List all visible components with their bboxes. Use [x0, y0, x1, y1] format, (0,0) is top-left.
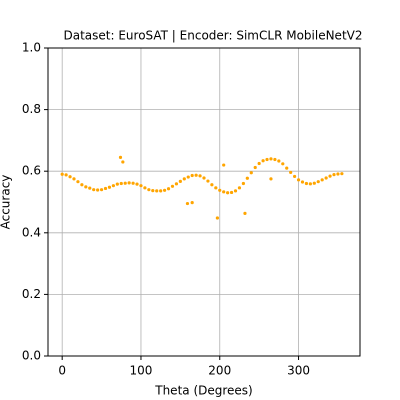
y-tick-label: 0.4 — [22, 225, 41, 239]
point — [127, 181, 131, 185]
point — [324, 176, 328, 180]
x-tick-label: 200 — [208, 364, 231, 378]
point — [273, 157, 277, 162]
point — [119, 181, 123, 186]
point — [115, 182, 119, 186]
point — [308, 182, 312, 186]
point — [332, 172, 336, 177]
point — [190, 201, 194, 205]
point — [316, 180, 320, 184]
point — [328, 174, 332, 178]
point — [155, 189, 159, 193]
point — [80, 183, 84, 187]
point — [99, 188, 104, 192]
point — [84, 185, 88, 189]
point — [285, 166, 289, 170]
point — [111, 184, 115, 188]
point — [131, 181, 135, 185]
point — [198, 174, 202, 178]
point — [340, 172, 344, 176]
point — [320, 178, 324, 182]
point — [226, 191, 230, 195]
point — [118, 155, 123, 159]
point — [166, 187, 171, 191]
point — [304, 181, 309, 186]
point — [186, 175, 190, 179]
point — [170, 184, 175, 188]
point — [206, 179, 210, 183]
point — [269, 177, 273, 181]
point — [243, 211, 247, 215]
point — [60, 172, 64, 176]
y-tick-label: 1.0 — [22, 41, 41, 55]
y-tick-label: 0.2 — [22, 287, 41, 301]
x-tick-label: 300 — [287, 364, 310, 378]
point — [139, 184, 143, 188]
x-axis-label: Theta (Degrees) — [154, 384, 252, 398]
point — [185, 201, 190, 206]
x-tick-label: 100 — [130, 364, 153, 378]
point — [245, 176, 249, 180]
point — [300, 180, 305, 184]
point — [135, 182, 139, 186]
point — [233, 189, 238, 193]
plot-frame — [47, 47, 361, 357]
point — [96, 188, 100, 192]
point — [265, 157, 269, 162]
point — [121, 160, 125, 164]
point — [178, 179, 182, 183]
point — [107, 185, 112, 189]
point — [88, 186, 92, 190]
point — [336, 172, 340, 176]
point — [202, 176, 206, 180]
point — [281, 162, 285, 166]
point — [76, 180, 80, 184]
point — [277, 159, 281, 163]
point — [237, 186, 242, 190]
point — [210, 183, 214, 187]
point — [222, 163, 226, 167]
point — [312, 181, 316, 185]
point — [151, 189, 155, 193]
y-axis-label: Accuracy — [0, 175, 13, 230]
point — [190, 173, 194, 178]
point — [296, 178, 301, 182]
point — [218, 188, 222, 192]
point — [261, 159, 265, 163]
point — [72, 177, 76, 181]
point — [257, 161, 261, 166]
y-tick-label: 0.6 — [22, 164, 41, 178]
point — [64, 173, 68, 177]
point — [293, 174, 297, 179]
point — [68, 175, 72, 179]
y-tick-label: 0.0 — [22, 349, 41, 363]
point — [241, 181, 245, 186]
point — [214, 186, 218, 190]
point — [269, 157, 273, 161]
point — [92, 188, 96, 192]
point — [174, 182, 179, 186]
point — [253, 165, 257, 170]
point — [159, 189, 163, 193]
chart-title: Dataset: EuroSAT | Encoder: SimCLR Mobil… — [63, 29, 362, 43]
point — [194, 173, 198, 177]
point — [147, 188, 151, 192]
point — [289, 170, 293, 175]
y-tick-label: 0.8 — [22, 102, 41, 116]
point — [222, 190, 226, 194]
point — [249, 171, 253, 175]
point — [103, 186, 108, 191]
point — [182, 177, 186, 181]
point — [123, 181, 127, 185]
x-tick-label: 0 — [58, 364, 66, 378]
point — [163, 188, 167, 192]
point — [143, 186, 147, 190]
point — [215, 216, 219, 220]
point — [229, 190, 234, 195]
